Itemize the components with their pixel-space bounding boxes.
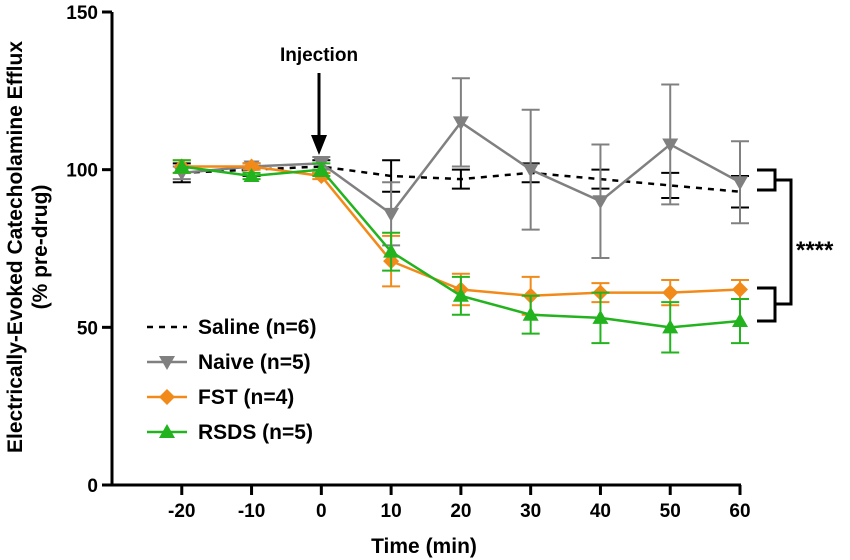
x-tick-label: 0 bbox=[316, 501, 327, 522]
data-point bbox=[313, 161, 330, 176]
legend: Saline (n=6) Naive (n=5) FST (n=4) RSDS (n=… bbox=[147, 316, 316, 444]
legend-item: FST (n=4) bbox=[147, 386, 294, 409]
data-point bbox=[383, 207, 400, 222]
legend-label: Saline (n=6) bbox=[198, 316, 316, 339]
data-point bbox=[662, 138, 679, 153]
series-rsds bbox=[172, 158, 749, 354]
y-tick-label: 150 bbox=[66, 3, 98, 24]
y-axis-title-line2: (% pre-drug) bbox=[29, 185, 52, 310]
legend-marker bbox=[159, 424, 175, 438]
y-tick-label: 0 bbox=[87, 476, 98, 497]
legend-label: RSDS (n=5) bbox=[198, 421, 313, 444]
y-axis-title-line1: Electrically-Evoked Catecholamine Efflux bbox=[4, 41, 27, 453]
data-point bbox=[522, 306, 539, 321]
x-tick-label: 50 bbox=[660, 501, 681, 522]
data-point bbox=[452, 116, 469, 131]
data-point bbox=[383, 243, 400, 258]
axes: 0 50 100 150 -20 -10 0 10 20 30 40 50 60 bbox=[66, 3, 750, 522]
x-tick-label: -20 bbox=[168, 501, 195, 522]
data-point bbox=[662, 319, 679, 334]
x-tick-label: 60 bbox=[729, 501, 750, 522]
data-point bbox=[592, 309, 609, 324]
legend-label: Naive (n=5) bbox=[198, 351, 311, 374]
data-point bbox=[662, 284, 679, 301]
injection-label: Injection bbox=[280, 45, 358, 66]
x-tick-label: 20 bbox=[450, 501, 471, 522]
data-point bbox=[592, 195, 609, 210]
x-axis-title: Time (min) bbox=[371, 535, 477, 558]
significance-label: **** bbox=[796, 237, 834, 264]
data-point bbox=[732, 176, 748, 191]
data-point bbox=[522, 163, 539, 178]
series-naive bbox=[172, 77, 749, 259]
legend-item: RSDS (n=5) bbox=[147, 421, 313, 444]
data-point bbox=[243, 158, 260, 175]
plot-area bbox=[172, 77, 749, 354]
x-tick-label: -10 bbox=[238, 501, 265, 522]
data-point bbox=[452, 287, 469, 302]
legend-marker bbox=[159, 389, 175, 405]
data-point bbox=[732, 281, 748, 298]
data-point bbox=[243, 167, 260, 182]
significance-bracket bbox=[757, 168, 793, 323]
y-tick-label: 50 bbox=[77, 318, 98, 339]
x-tick-label: 10 bbox=[381, 501, 402, 522]
data-point bbox=[732, 313, 748, 328]
injection-arrow bbox=[311, 73, 327, 155]
legend-marker bbox=[159, 356, 175, 370]
series-line bbox=[181, 165, 741, 193]
legend-item: Saline (n=6) bbox=[147, 316, 316, 339]
x-tick-label: 30 bbox=[520, 501, 541, 522]
legend-label: FST (n=4) bbox=[198, 386, 294, 409]
legend-item: Naive (n=5) bbox=[147, 351, 311, 374]
x-tick-label: 40 bbox=[590, 501, 611, 522]
data-point bbox=[173, 158, 190, 173]
y-tick-label: 100 bbox=[66, 161, 98, 182]
